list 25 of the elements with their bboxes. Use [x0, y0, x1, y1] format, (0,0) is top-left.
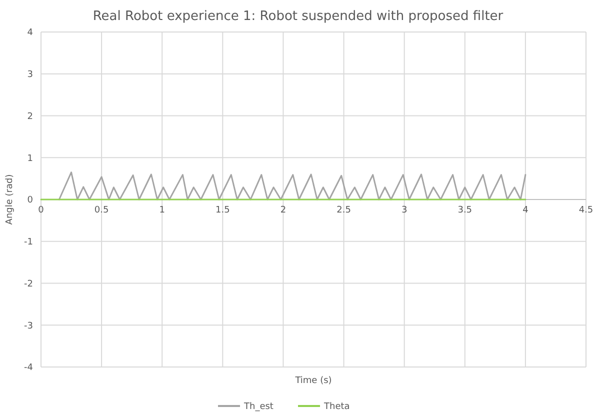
x-tick-label: 1	[159, 206, 165, 216]
y-tick-label: -1	[24, 238, 33, 248]
y-tick-label: 3	[27, 70, 33, 80]
y-tick-label: -3	[24, 321, 33, 332]
x-tick-label: 3	[401, 206, 408, 216]
x-tick-label: 0	[38, 206, 44, 216]
line-series	[58, 172, 526, 200]
x-axis-title: Time (s)	[294, 376, 332, 386]
y-tick-label: 0	[27, 196, 34, 206]
y-tick-label: -4	[24, 363, 34, 374]
legend-label: Th_est	[243, 402, 274, 412]
x-tick-label: 4.5	[578, 206, 594, 216]
legend-label: Theta	[323, 402, 350, 412]
y-axis-title: Angle (rad)	[5, 174, 15, 225]
x-tick-label: 1.5	[216, 206, 230, 216]
y-tick-label: 1	[27, 154, 33, 164]
y-tick-label: 4	[27, 28, 34, 38]
y-tick-label: -2	[24, 279, 33, 290]
x-tick-label: 2.5	[336, 206, 351, 216]
x-tick-label: 2	[280, 206, 286, 216]
x-tick-label: 3.5	[458, 206, 472, 216]
y-tick-label: 2	[27, 112, 33, 122]
x-tick-label: 4	[522, 206, 529, 216]
x-tick-label: 0.5	[94, 206, 109, 216]
chart-title: Real Robot experience 1: Robot suspended with proposed filter	[92, 9, 504, 24]
